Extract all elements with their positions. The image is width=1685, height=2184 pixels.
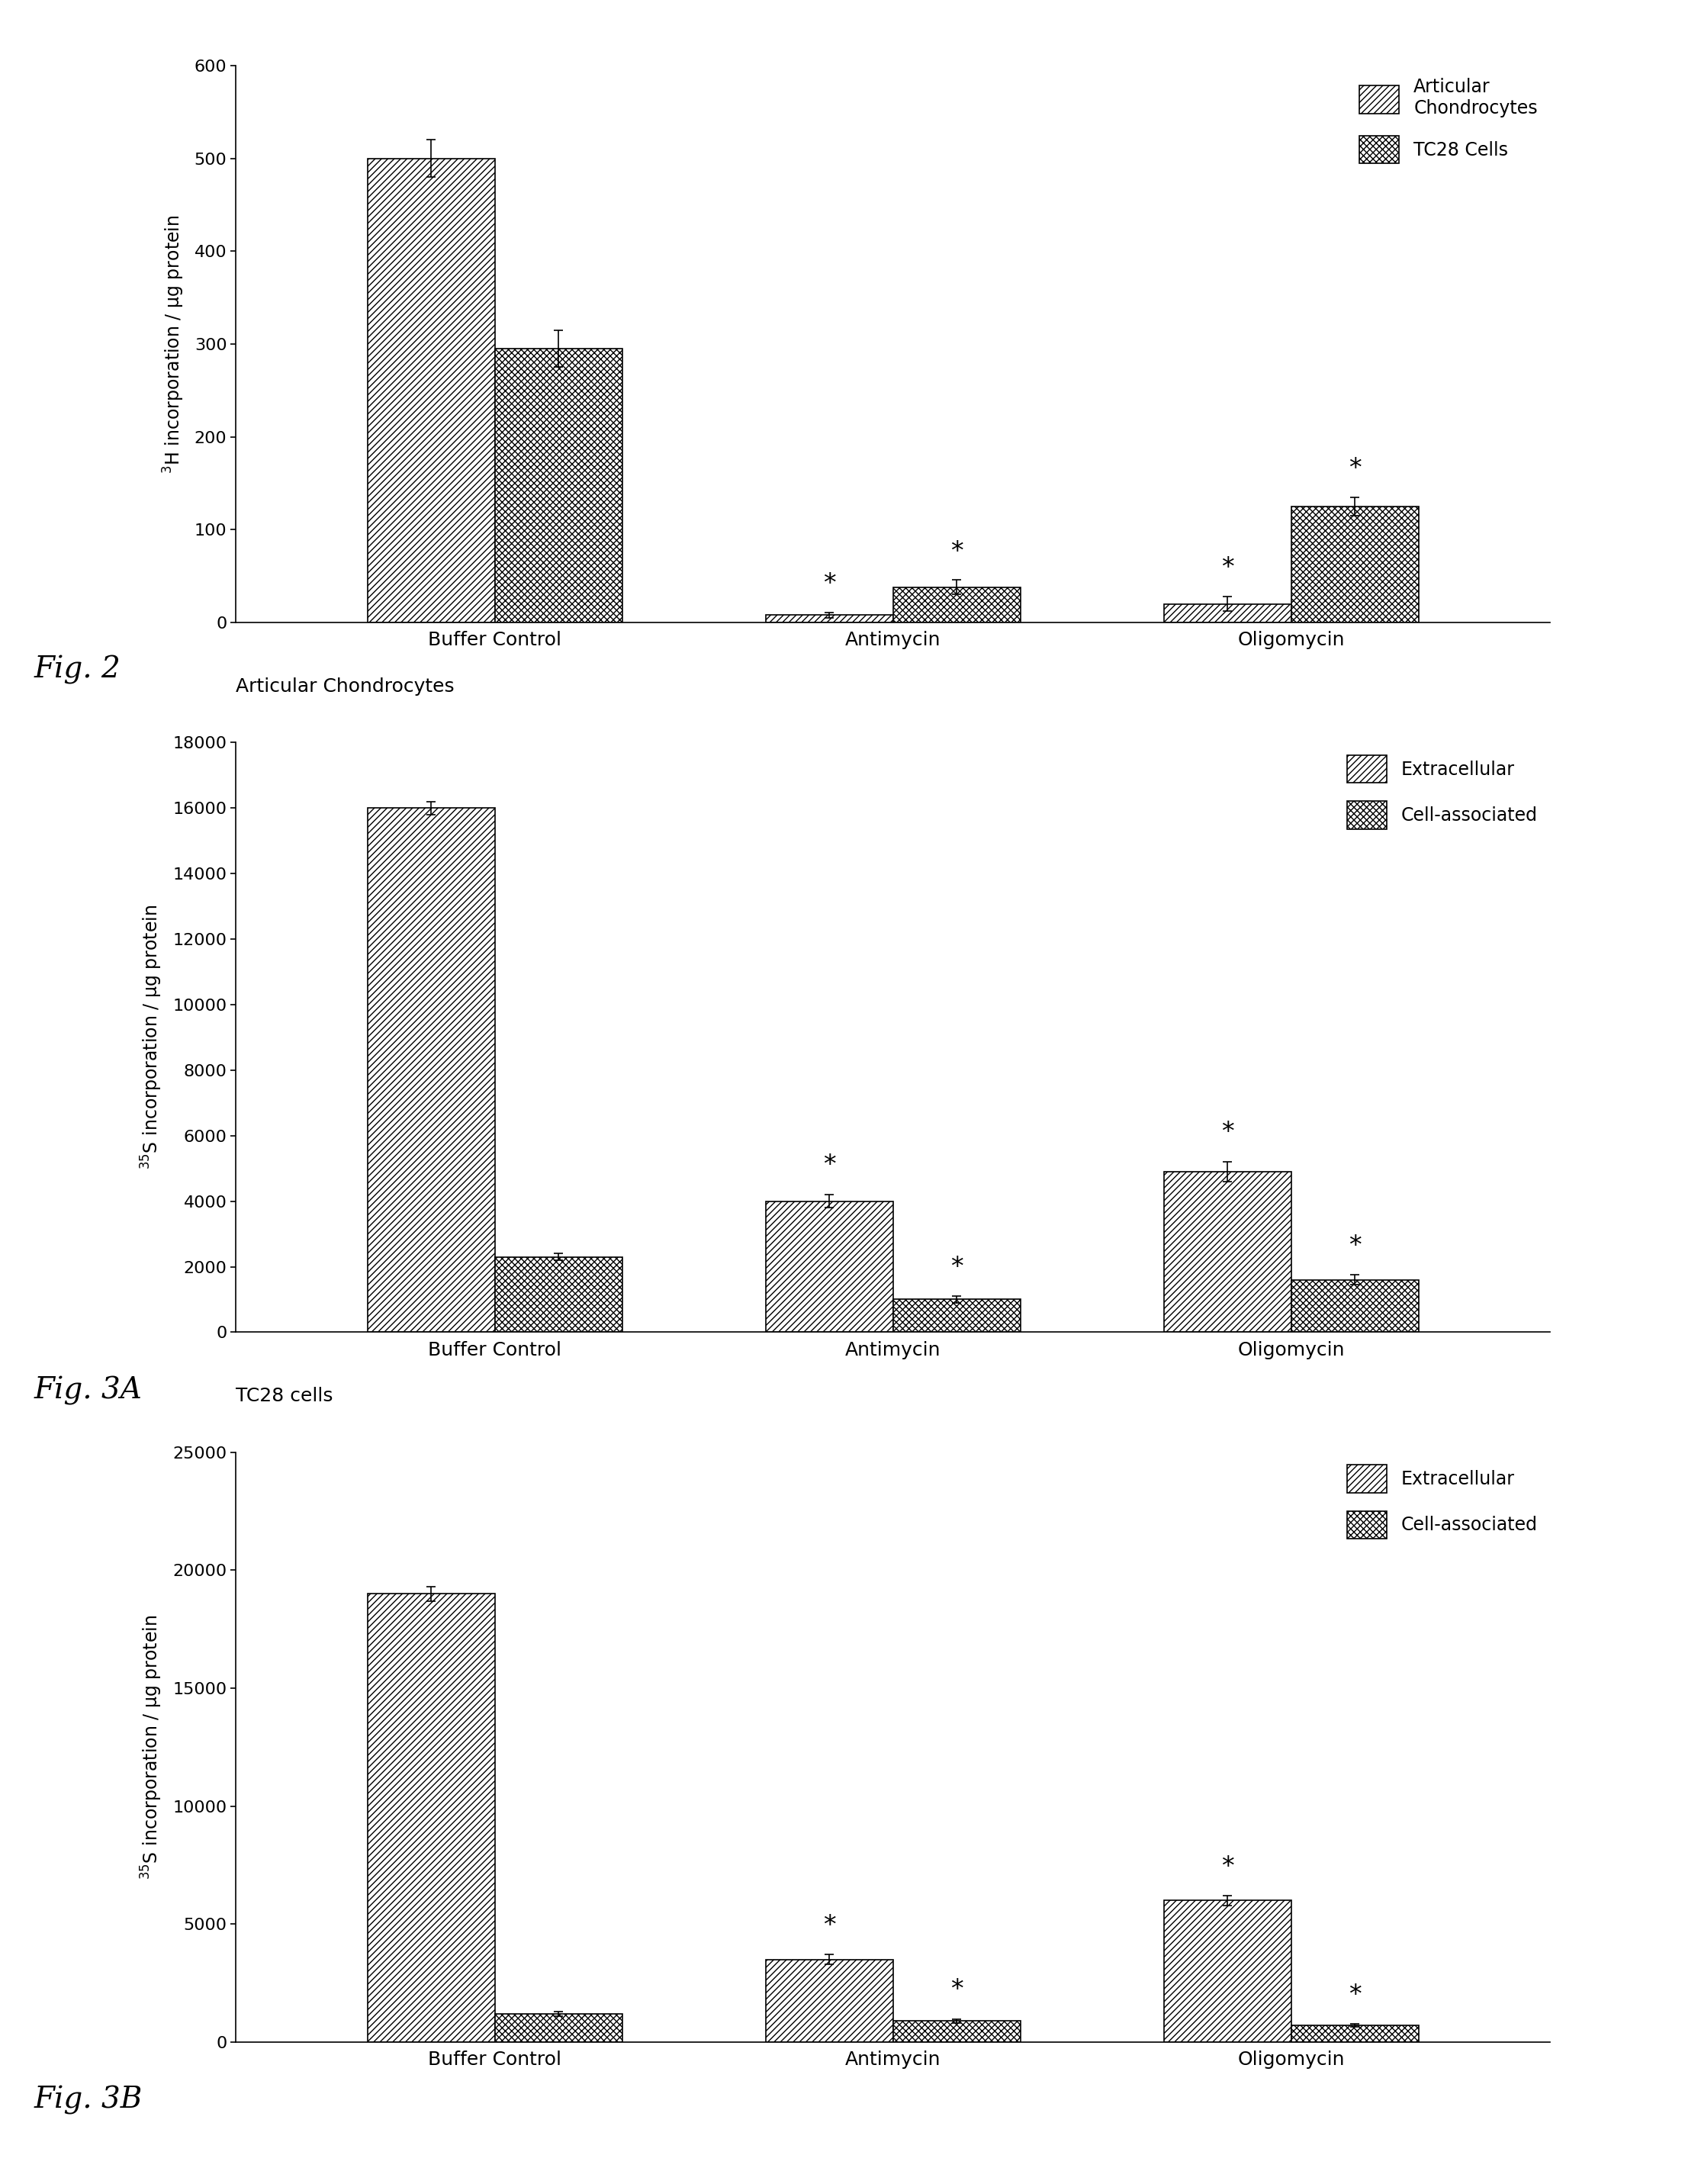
Text: Fig. 3A: Fig. 3A <box>34 1376 142 1404</box>
Bar <box>1291 507 1419 622</box>
Legend: Extracellular, Cell-associated: Extracellular, Cell-associated <box>1340 747 1545 836</box>
Text: *: * <box>1222 1120 1233 1144</box>
Legend: Articular
Chondrocytes, TC28 Cells: Articular Chondrocytes, TC28 Cells <box>1353 70 1545 170</box>
Bar <box>893 1299 1021 1332</box>
Text: *: * <box>950 1254 964 1280</box>
Text: TC28 cells: TC28 cells <box>236 1387 334 1404</box>
Text: *: * <box>822 1913 836 1937</box>
Text: *: * <box>1348 1983 1361 2007</box>
Bar <box>1291 2025 1419 2042</box>
Bar <box>893 2020 1021 2042</box>
Text: Articular Chondrocytes: Articular Chondrocytes <box>236 677 455 695</box>
Text: *: * <box>822 1153 836 1177</box>
Bar <box>1164 605 1291 622</box>
Bar <box>367 808 495 1332</box>
Bar <box>1164 1171 1291 1332</box>
Text: *: * <box>950 539 964 563</box>
Text: *: * <box>1222 555 1233 581</box>
Bar <box>1291 1280 1419 1332</box>
Bar <box>495 2014 622 2042</box>
Y-axis label: $^3$H incorporation / μg protein: $^3$H incorporation / μg protein <box>162 214 185 474</box>
Text: *: * <box>822 572 836 596</box>
Text: Fig. 2: Fig. 2 <box>34 655 120 684</box>
Text: *: * <box>950 1977 964 2003</box>
Bar <box>367 1594 495 2042</box>
Text: Fig. 3B: Fig. 3B <box>34 2086 142 2114</box>
Y-axis label: $^{35}$S incorporation / μg protein: $^{35}$S incorporation / μg protein <box>140 1614 163 1880</box>
Text: *: * <box>1348 1234 1361 1258</box>
Legend: Extracellular, Cell-associated: Extracellular, Cell-associated <box>1340 1457 1545 1546</box>
Bar <box>765 1201 893 1332</box>
Bar <box>495 349 622 622</box>
Bar <box>367 159 495 622</box>
Bar <box>893 587 1021 622</box>
Text: *: * <box>1222 1854 1233 1878</box>
Bar <box>765 1959 893 2042</box>
Bar <box>765 616 893 622</box>
Bar <box>1164 1900 1291 2042</box>
Text: *: * <box>1348 456 1361 480</box>
Bar <box>495 1258 622 1332</box>
Y-axis label: $^{35}$S incorporation / μg protein: $^{35}$S incorporation / μg protein <box>140 904 163 1171</box>
